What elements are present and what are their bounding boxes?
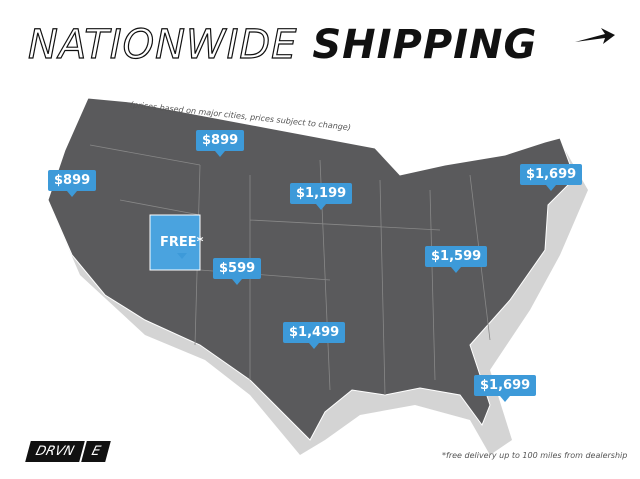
footnote: *free delivery up to 100 miles from deal…: [442, 451, 628, 460]
price-pin: $899: [196, 130, 245, 157]
price-pin: $1,699: [520, 164, 583, 191]
price-pin: $599: [213, 258, 262, 285]
price-pin: $1,499: [283, 322, 346, 349]
price-pin: $1,199: [290, 183, 353, 210]
price-pin: $1,699: [474, 375, 537, 402]
drvn-logo: DRVN E: [25, 441, 111, 462]
arrow-right-icon: [575, 28, 615, 44]
price-pin: $899: [48, 170, 97, 197]
page-title: NATIONWIDE SHIPPING: [27, 21, 538, 68]
us-outline: [47, 97, 576, 441]
utah-free-state: [149, 214, 201, 271]
price-pin: FREE*: [154, 232, 209, 259]
price-pin: $1,599: [425, 246, 488, 273]
